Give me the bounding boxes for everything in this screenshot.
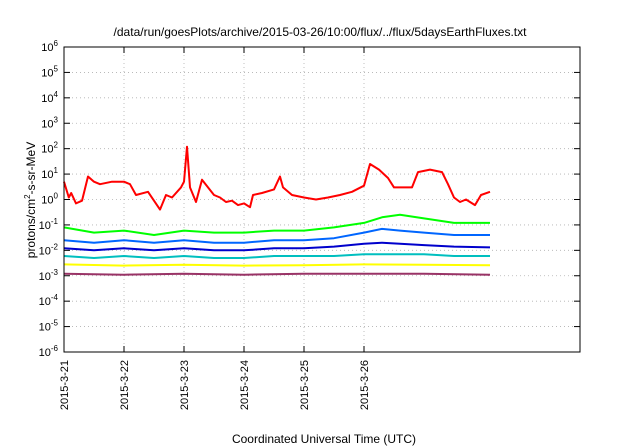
x-tick-label: 2015-3-25 <box>299 360 311 410</box>
y-tick-label: 106 <box>41 39 58 54</box>
y-tick-label: 10-5 <box>39 319 59 334</box>
series-line-2 <box>63 213 490 236</box>
y-tick-label: 10-3 <box>39 268 59 283</box>
y-axis-label-pre: protons/cm <box>24 199 38 258</box>
series-line-6 <box>63 263 491 267</box>
y-axis-label-sup: 2 <box>23 194 32 199</box>
y-tick-label: 102 <box>41 141 58 156</box>
x-tick-label: 2015-3-21 <box>59 360 71 410</box>
chart-title: /data/run/goesPlots/archive/2015-03-26/1… <box>114 25 528 39</box>
grid-lines <box>64 47 580 352</box>
y-tick-label: 101 <box>41 166 58 181</box>
y-tick-label: 103 <box>41 115 58 130</box>
y-tick-label: 10-1 <box>39 217 59 232</box>
y-tick-label: 105 <box>41 64 58 79</box>
x-axis-label: Coordinated Universal Time (UTC) <box>232 432 416 446</box>
series-line-7 <box>63 272 491 276</box>
x-tick-label: 2015-3-24 <box>239 360 251 410</box>
y-axis-ticks: 10-6 10-5 10-4 10-3 10-2 10-1 100 101 102 103 104 1… <box>39 39 580 359</box>
y-tick-label: 10-6 <box>39 344 59 359</box>
series-line-4 <box>63 241 491 252</box>
x-axis-ticks: 2015-3-21 2015-3-22 2015-3-23 2015-3-24 2015… <box>59 47 371 410</box>
series-lines <box>63 145 491 276</box>
series-line-1 <box>63 145 491 211</box>
y-axis-label: protons/cm2-s-sr-MeV <box>23 142 38 258</box>
x-tick-label: 2015-3-23 <box>179 360 191 410</box>
y-tick-label: 10-4 <box>39 293 59 308</box>
x-tick-label: 2015-3-26 <box>359 360 371 410</box>
y-tick-label: 100 <box>41 192 58 207</box>
y-tick-label: 104 <box>41 90 58 105</box>
y-tick-label: 10-2 <box>39 242 59 257</box>
series-line-3 <box>63 227 490 244</box>
y-axis-label-post: -s-sr-MeV <box>24 142 38 195</box>
x-tick-label: 2015-3-22 <box>119 360 131 410</box>
series-line-5 <box>63 253 490 259</box>
